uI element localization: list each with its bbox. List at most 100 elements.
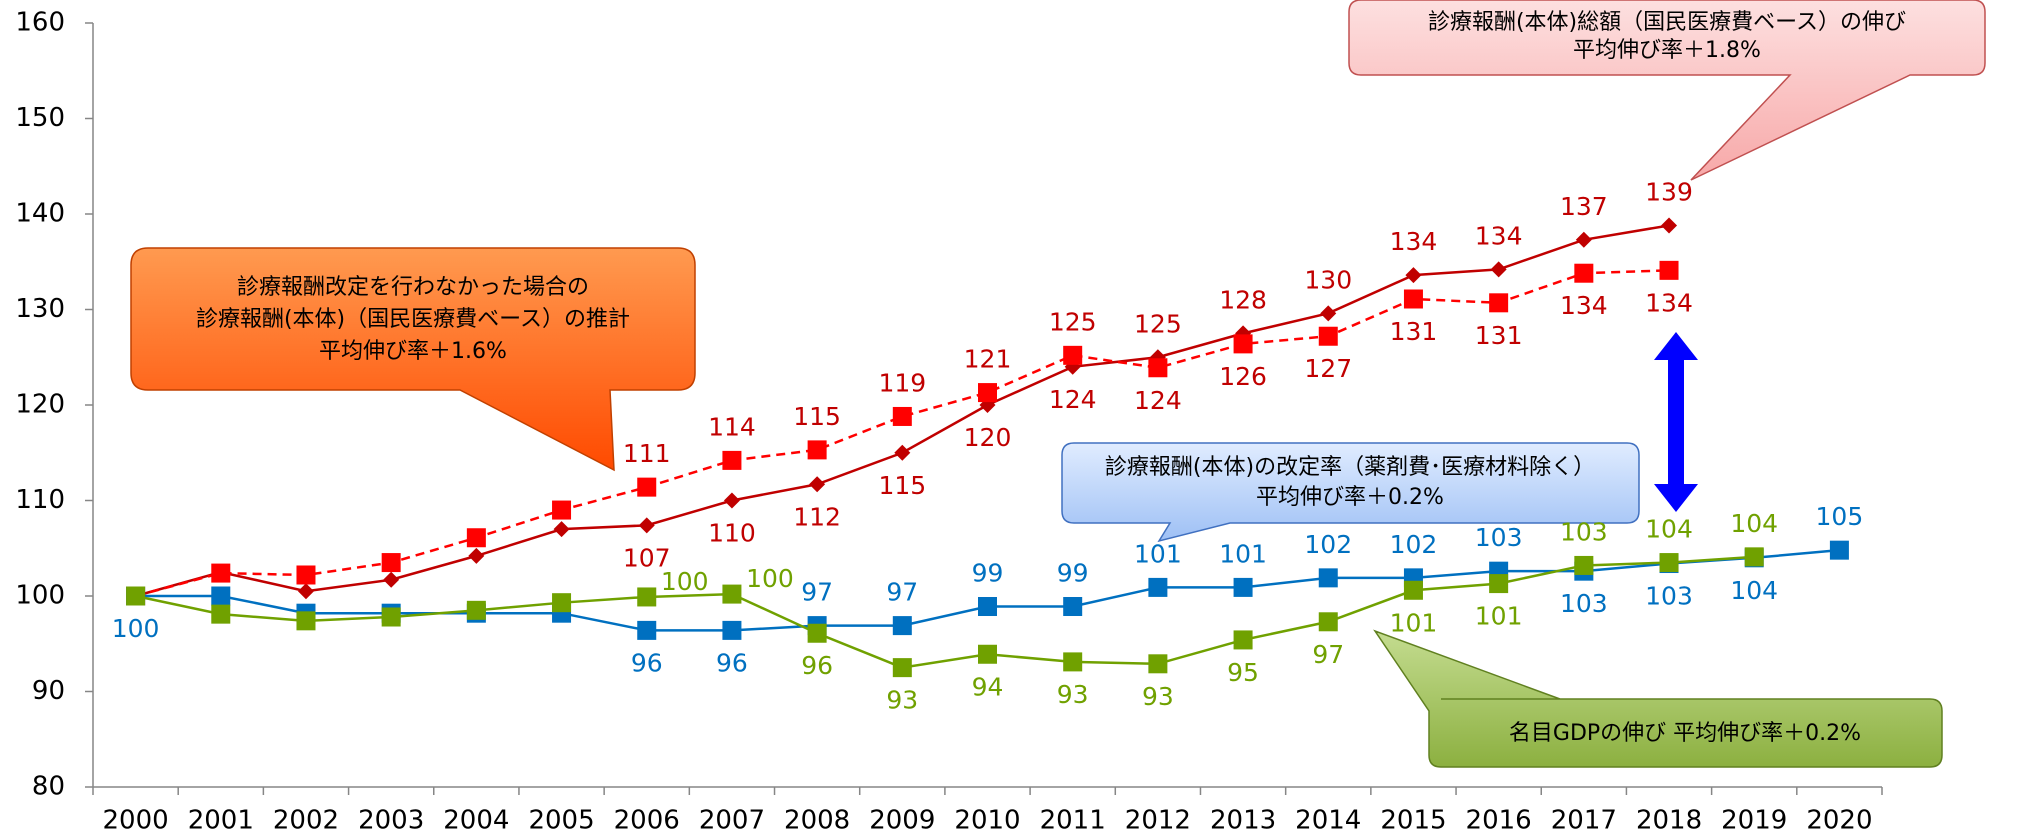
data-label: 125 [1049,307,1097,336]
x-tick-label: 2012 [1125,806,1191,836]
annotation-text: 名目GDPの伸び 平均伸び率＋0.2% [1509,721,1861,746]
data-label: 104 [1730,509,1778,538]
data-label: 101 [1219,539,1267,568]
annotation-text: 診療報酬(本体)の改定率（薬剤費･医療材料除く） [1105,455,1595,480]
marker [466,600,486,620]
y-tick-label: 140 [15,199,65,229]
data-label: 103 [1560,517,1608,546]
marker [1490,261,1507,278]
x-tick-label: 2015 [1380,806,1446,836]
marker [1829,540,1849,560]
marker [722,584,742,604]
marker [978,644,997,664]
x-tick-label: 2020 [1806,806,1872,836]
marker [211,563,231,583]
marker [1659,260,1679,280]
data-label: 103 [1645,582,1693,611]
data-label: 96 [801,651,833,680]
callout-green [1373,629,1943,768]
data-label: 115 [793,402,841,431]
data-label: 97 [1312,640,1344,669]
marker [638,517,655,534]
data-label: 131 [1390,317,1438,346]
marker [637,587,657,607]
annotation-text: 診療報酬(本体)（国民医療費ベース）の推計 [196,307,630,332]
data-label: 100 [746,564,794,593]
data-label: 134 [1390,227,1438,256]
marker [809,476,826,493]
x-tick-label: 2013 [1210,806,1276,836]
marker [894,444,911,461]
marker [807,440,827,460]
y-tick-label: 90 [32,676,65,706]
x-tick-label: 2010 [954,806,1020,836]
marker [1320,305,1337,322]
annotation-text: 診療報酬(本体)総額（国民医療費ベース）の伸び [1428,10,1906,35]
marker [381,553,401,573]
x-tick-label: 2005 [528,806,594,836]
x-tick-label: 2019 [1721,806,1787,836]
series: 100 100 96 93 94 93 93 95 97 101 101 103 104 104 [126,509,1778,715]
callouts [130,0,1986,768]
data-label: 102 [1390,530,1438,559]
x-tick-label: 2016 [1466,806,1532,836]
data-label: 128 [1219,285,1267,314]
x-tick-label: 2003 [358,806,424,836]
data-label: 124 [1134,386,1182,415]
x-tick-label: 2014 [1295,806,1361,836]
y-tick-label: 150 [15,103,65,133]
x-tick-label: 2004 [443,806,509,836]
y-tick-label: 120 [15,390,65,420]
data-label: 124 [1049,385,1097,414]
annotation-text: 平均伸び率＋1.8% [1573,38,1761,63]
y-tick-label: 80 [32,772,65,802]
y-tick-label: 110 [15,485,65,515]
marker [1233,577,1253,597]
marker [552,593,572,613]
x-tick-label: 2007 [699,806,765,836]
data-label: 127 [1304,354,1352,383]
marker [1148,654,1168,674]
data-label: 134 [1560,291,1608,320]
marker [892,658,912,678]
marker [1489,293,1509,313]
data-label: 103 [1560,589,1608,618]
data-label: 96 [631,648,663,677]
marker [468,547,485,564]
data-label: 99 [1057,559,1089,588]
marker [1318,326,1338,346]
series-line [135,555,1755,669]
marker [1575,231,1592,248]
data-label: 104 [1730,576,1778,605]
data-label: 114 [708,412,756,441]
data-label: 125 [1134,309,1182,338]
marker [722,620,742,640]
data-label: 100 [112,614,160,643]
marker [296,565,316,585]
x-tick-label: 2017 [1551,806,1617,836]
marker [807,623,827,643]
series: 111 114 115 119 121 125 124 126 127 131 131 134 134 [126,260,1693,606]
data-label: 96 [716,648,748,677]
marker [466,528,486,548]
marker [1063,597,1083,617]
x-tick-label: 2011 [1040,806,1106,836]
data-label: 120 [964,423,1012,452]
marker [1148,577,1168,597]
y-tick-label: 130 [15,294,65,324]
marker [892,406,912,426]
annotation-text: 診療報酬改定を行わなかった場合の [237,275,589,300]
x-tick-label: 2018 [1636,806,1702,836]
marker [211,586,231,606]
y-tick-label: 160 [15,8,65,38]
data-label: 111 [623,439,671,468]
marker [892,616,912,636]
y-tick-label: 100 [15,581,65,611]
x-tick-label: 2000 [103,806,169,836]
marker [1233,334,1253,354]
data-label: 101 [1475,602,1523,631]
data-label: 93 [886,686,918,715]
data-label: 93 [1142,682,1174,711]
annotation-text: 平均伸び率＋1.6% [319,339,507,364]
x-tick-label: 2006 [614,806,680,836]
